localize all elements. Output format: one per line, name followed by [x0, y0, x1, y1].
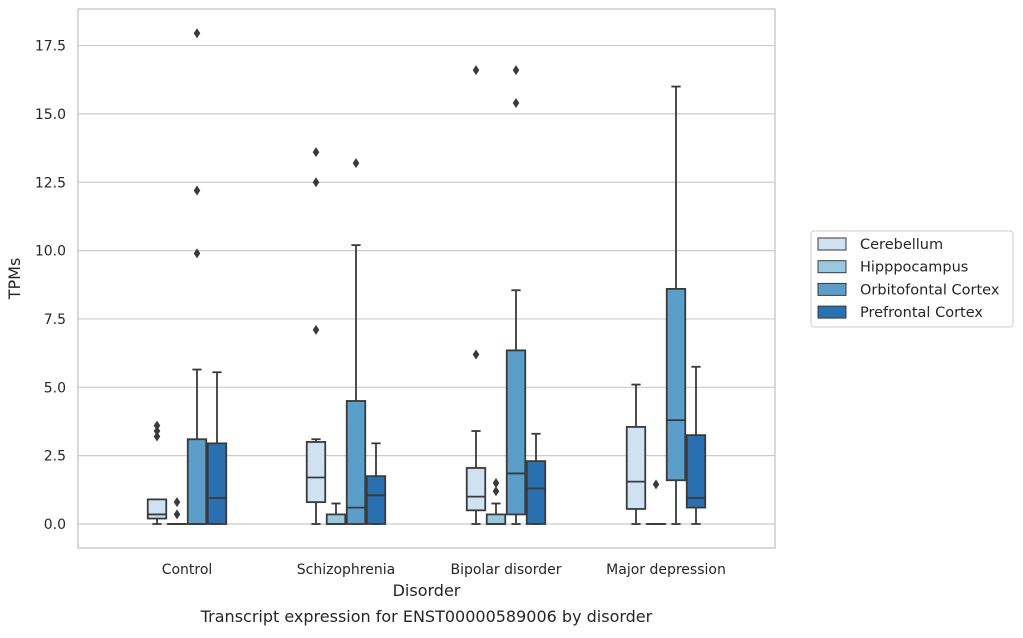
box-orbitofontal-cortex	[188, 28, 207, 524]
legend-label: Cerebellum	[860, 237, 943, 253]
y-tick-label: 10.0	[35, 244, 66, 260]
y-axis-ticks: 0.0 2.5 5.0 7.5 10.0 12.5 15.0 17.5	[35, 39, 66, 533]
box-body	[367, 476, 386, 524]
x-axis-ticks: Control Schizophrenia Bipolar disorder Majo…	[162, 562, 726, 578]
box-cerebellum	[627, 385, 646, 524]
y-tick-label: 12.5	[35, 175, 66, 191]
box-body	[327, 514, 346, 524]
box-body	[347, 401, 366, 524]
box-body	[507, 350, 526, 514]
box-body	[208, 443, 227, 524]
box-orbitofontal-cortex	[347, 158, 366, 524]
chart-caption: Transcript expression for ENST0000058900…	[200, 607, 653, 626]
box-prefrontal-cortex	[527, 434, 546, 524]
outlier-point	[194, 185, 201, 195]
y-tick-label: 2.5	[44, 449, 66, 465]
box-cerebellum	[307, 147, 326, 524]
legend-swatch	[818, 261, 846, 273]
legend-label: Hipppocampus	[860, 260, 968, 276]
box-orbitofontal-cortex	[667, 87, 686, 524]
outlier-point	[174, 497, 181, 507]
y-tick-label: 15.0	[35, 107, 66, 123]
box-orbitofontal-cortex	[507, 65, 526, 524]
box-cerebellum	[148, 421, 167, 524]
x-tick-label: Control	[162, 562, 213, 578]
outlier-point	[174, 509, 181, 519]
x-tick-label: Schizophrenia	[297, 562, 395, 578]
outlier-point	[513, 98, 520, 108]
legend: Cerebellum Hipppocampus Orbitofontal Corte…	[811, 231, 1013, 327]
legend-label: Prefrontal Cortex	[860, 305, 983, 321]
outlier-point	[313, 325, 320, 335]
y-tick-label: 5.0	[44, 380, 66, 396]
box-body	[148, 499, 167, 518]
y-tick-label: 17.5	[35, 39, 66, 55]
outlier-point	[313, 147, 320, 157]
outlier-point	[194, 28, 201, 38]
box-body	[667, 289, 686, 480]
box-body	[307, 442, 326, 502]
box-body	[627, 427, 646, 509]
box-hipppocampus	[327, 503, 346, 524]
box-body	[687, 435, 706, 507]
outlier-point	[653, 479, 660, 489]
y-axis-label: TPMs	[5, 258, 24, 301]
box-body	[487, 514, 506, 524]
box-body	[467, 468, 486, 510]
box-hipppocampus	[168, 497, 187, 524]
box-hipppocampus	[647, 479, 666, 524]
y-tick-label: 7.5	[44, 312, 66, 328]
legend-swatch	[818, 283, 846, 295]
outlier-point	[473, 349, 480, 359]
x-tick-label: Major depression	[606, 562, 726, 578]
legend-label: Orbitofontal Cortex	[860, 282, 1000, 298]
box-hipppocampus	[487, 478, 506, 524]
box-prefrontal-cortex	[208, 372, 227, 524]
x-axis-label: Disorder	[393, 581, 461, 600]
outlier-point	[513, 65, 520, 75]
outlier-point	[353, 158, 360, 168]
box-prefrontal-cortex	[687, 367, 706, 524]
outlier-point	[313, 177, 320, 187]
box-body	[188, 439, 207, 524]
outlier-point	[473, 65, 480, 75]
legend-swatch	[818, 306, 846, 318]
legend-swatch	[818, 238, 846, 250]
outlier-point	[194, 248, 201, 258]
outlier-point	[493, 478, 500, 488]
x-tick-label: Bipolar disorder	[450, 562, 561, 578]
y-tick-label: 0.0	[44, 517, 66, 533]
box-series	[148, 28, 706, 524]
outlier-point	[154, 421, 161, 431]
box-body	[527, 461, 546, 524]
